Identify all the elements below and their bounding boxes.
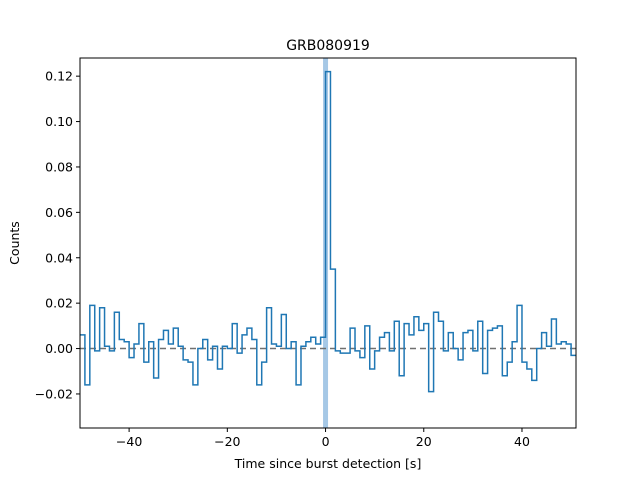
y-tick-label: 0.12 <box>45 69 73 84</box>
plot-frame <box>79 57 577 429</box>
y-tick-label: 0.06 <box>45 205 73 220</box>
series-line-0 <box>80 70 576 393</box>
plot-area <box>80 58 576 428</box>
x-tick-label: 40 <box>514 434 530 449</box>
chart-title: GRB080919 <box>286 38 370 54</box>
x-tick-label: −20 <box>214 434 240 449</box>
y-tick-label: 0.10 <box>45 114 73 129</box>
y-axis: −0.02 0.00 0.02 0.04 0.06 0.08 0.10 0.12 <box>35 69 80 401</box>
y-axis-label: Counts <box>7 221 22 265</box>
y-tick-label: 0.08 <box>45 159 73 174</box>
y-tick-label: 0.00 <box>45 341 73 356</box>
y-tick-label: −0.02 <box>35 386 73 401</box>
y-tick-label: 0.02 <box>45 296 73 311</box>
y-tick-label: 0.04 <box>45 250 73 265</box>
x-axis: −40 −20 0 20 40 <box>116 428 530 449</box>
x-tick-label: −40 <box>116 434 142 449</box>
x-tick-label: 0 <box>322 434 330 449</box>
x-tick-label: 20 <box>416 434 432 449</box>
x-axis-label: Time since burst detection [s] <box>234 456 422 471</box>
